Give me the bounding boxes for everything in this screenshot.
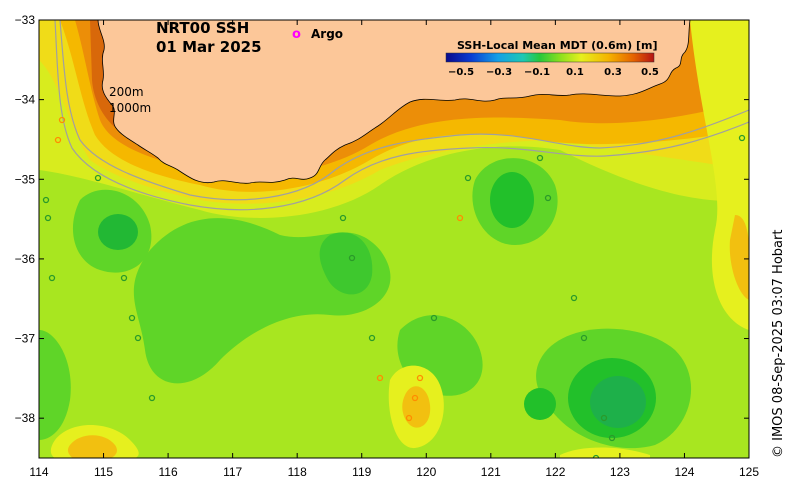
colorbar-tick: 0.1 xyxy=(566,67,584,78)
lon-tick-label: 123 xyxy=(610,465,630,479)
map-plot-area: 200m 1000m NRT00 SSH 01 Mar 2025 o Argo … xyxy=(39,19,749,461)
lat-tick-label: −35 xyxy=(15,172,36,186)
argo-float[interactable] xyxy=(48,274,56,282)
argo-float[interactable] xyxy=(592,454,600,461)
longitude-axis: 114 115 116 117 118 119 120 121 122 123 124 125 xyxy=(29,20,759,479)
isobath-200m xyxy=(59,20,749,201)
lon-tick-label: 121 xyxy=(481,465,501,479)
argo-legend-marker: o xyxy=(292,27,301,42)
argo-float[interactable] xyxy=(580,334,588,342)
colorbar-tick: 0.5 xyxy=(641,67,659,78)
argo-float[interactable] xyxy=(376,374,384,382)
colorbar-tick-labels: −0.5 −0.3 −0.1 0.1 0.3 0.5 xyxy=(448,67,659,78)
argo-float[interactable] xyxy=(456,214,464,222)
ssh-eddy-north-right-core xyxy=(490,172,534,228)
lon-tick-label: 114 xyxy=(29,465,48,479)
depth-label-200m: 200m xyxy=(109,85,144,99)
argo-float[interactable] xyxy=(608,434,616,442)
argo-float[interactable] xyxy=(430,314,438,322)
argo-float[interactable] xyxy=(368,334,376,342)
argo-float[interactable] xyxy=(44,214,52,222)
credit-text: © IMOS 08-Sep-2025 03:07 Hobart xyxy=(771,230,786,458)
argo-float[interactable] xyxy=(738,134,746,142)
ssh-eddy-central-inner xyxy=(319,232,373,295)
lat-tick-label: −33 xyxy=(15,13,36,27)
lon-tick-label: 119 xyxy=(352,465,371,479)
lon-tick-label: 124 xyxy=(674,465,694,479)
lat-tick-label: −38 xyxy=(15,411,36,425)
ssh-south-orange-patch xyxy=(402,386,431,428)
ssh-southwest-orange-patch xyxy=(67,435,117,458)
argo-float[interactable] xyxy=(600,414,608,422)
lon-tick-label: 115 xyxy=(94,465,113,479)
ssh-eddy-west-core xyxy=(98,214,138,250)
argo-float[interactable] xyxy=(54,136,62,144)
argo-float[interactable] xyxy=(339,214,347,222)
argo-legend-label: Argo xyxy=(311,27,343,41)
argo-float[interactable] xyxy=(416,374,424,382)
argo-float[interactable] xyxy=(134,334,142,342)
argo-float[interactable] xyxy=(58,116,66,124)
lon-tick-label: 117 xyxy=(223,465,242,479)
argo-float[interactable] xyxy=(536,154,544,162)
isobath-1000m xyxy=(54,20,749,211)
argo-float[interactable] xyxy=(544,194,552,202)
lon-tick-label: 122 xyxy=(545,465,565,479)
argo-float[interactable] xyxy=(148,394,156,402)
ssh-small-eddy-south xyxy=(524,388,556,420)
colorbar-tick: −0.5 xyxy=(448,67,474,78)
argo-float-markers xyxy=(54,116,464,422)
lon-tick-label: 118 xyxy=(288,465,307,479)
colorbar-tick: −0.3 xyxy=(486,67,512,78)
map-date: 01 Mar 2025 xyxy=(156,38,262,56)
depth-label-1000m: 1000m xyxy=(109,101,151,115)
lon-tick-label: 120 xyxy=(416,465,436,479)
argo-float[interactable] xyxy=(94,174,102,182)
colorbar-tick: −0.1 xyxy=(524,67,550,78)
argo-float[interactable] xyxy=(42,196,50,204)
argo-float-markers-green xyxy=(42,134,746,461)
argo-float[interactable] xyxy=(405,414,413,422)
lon-tick-label: 125 xyxy=(739,465,759,479)
colorbar-title: SSH-Local Mean MDT (0.6m) [m] xyxy=(457,39,657,52)
ssh-south-bottom-yellow xyxy=(560,447,650,458)
argo-float[interactable] xyxy=(464,174,472,182)
argo-float[interactable] xyxy=(128,314,136,322)
ssh-eddy-southeast-core xyxy=(590,376,646,428)
argo-float[interactable] xyxy=(411,394,419,402)
ssh-eddy-southwest xyxy=(39,330,71,440)
latitude-axis: −33 −34 −35 −36 −37 −38 xyxy=(15,13,749,425)
lon-tick-label: 116 xyxy=(159,465,178,479)
colorbar-tick: 0.3 xyxy=(604,67,622,78)
plot-frame xyxy=(38,19,750,459)
lat-tick-label: −37 xyxy=(15,332,36,346)
ssh-east-orange-eddy xyxy=(729,215,749,300)
map-title: NRT00 SSH xyxy=(156,19,249,37)
lat-tick-label: −36 xyxy=(15,252,36,266)
argo-float[interactable] xyxy=(120,274,128,282)
argo-float[interactable] xyxy=(570,294,578,302)
argo-float[interactable] xyxy=(348,254,356,262)
lat-tick-label: −34 xyxy=(15,93,36,107)
colorbar xyxy=(445,52,655,63)
